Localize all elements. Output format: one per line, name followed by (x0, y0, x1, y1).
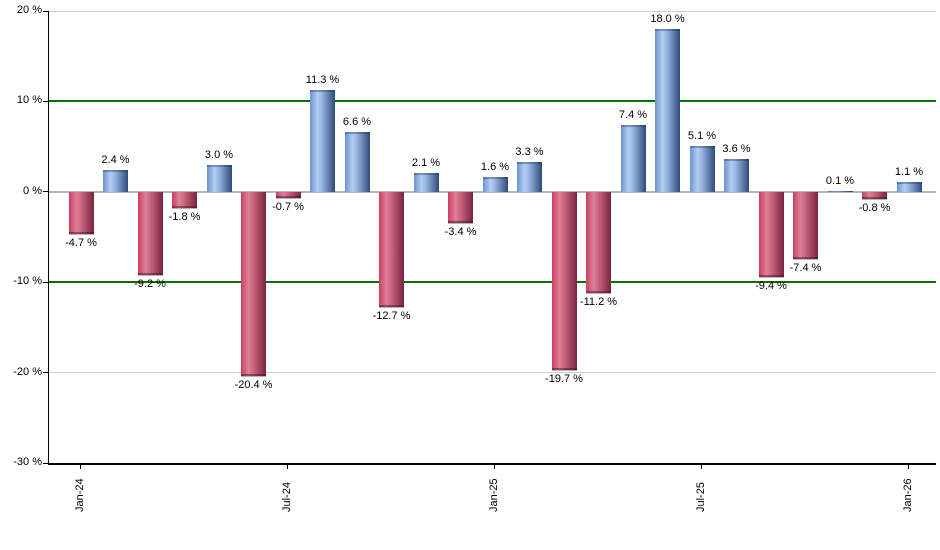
bar-value-label: 2.1 % (411, 156, 441, 169)
gridline--20pct (49, 372, 936, 374)
y-tick-label: -30 % (13, 456, 42, 468)
y-tick-label: -10 % (13, 275, 42, 288)
bar-value-label: 3.0 % (204, 148, 234, 161)
x-tick-mark (701, 464, 702, 469)
bar-value-label: -4.7 % (65, 237, 97, 250)
bar-value-label: -1.8 % (168, 211, 201, 224)
x-tick-label: Jul-25 (695, 482, 707, 512)
bar-value-label: 2.4 % (101, 154, 130, 167)
bar-value-label: 1.1 % (894, 165, 924, 178)
threshold-line--10pct (49, 281, 936, 284)
x-tick-label: Jan-25 (488, 478, 500, 512)
bar-Feb-24 (103, 170, 128, 192)
threshold-line-10pct (49, 100, 936, 103)
bar-Jan-24 (68, 191, 94, 235)
bar-Feb-25 (517, 161, 542, 192)
gridline-20pct (49, 10, 936, 12)
x-tick-label: Jan-26 (902, 478, 914, 512)
bar-Mar-24 (137, 191, 163, 275)
x-tick-mark (80, 464, 81, 469)
y-tick-mark (43, 10, 48, 12)
bar-value-label: -9.4 % (755, 279, 787, 292)
bar-value-label: 6.6 % (342, 116, 372, 129)
bar-value-label: -12.7 % (372, 309, 411, 322)
bar-value-label: 3.6 % (722, 143, 751, 156)
bar-value-label: 18.0 % (650, 13, 685, 26)
bar-value-label: 7.4 % (618, 108, 648, 121)
bar-Jul-24 (275, 191, 301, 199)
bar-value-label: -0.8 % (858, 202, 891, 215)
bar-value-label: -20.4 % (234, 379, 273, 392)
bar-value-label: -3.4 % (444, 225, 477, 238)
bar-value-label: -11.2 % (579, 296, 618, 309)
bar-Nov-24 (413, 172, 439, 192)
bar-Oct-25 (793, 191, 818, 259)
bar-Jan-26 (896, 181, 922, 192)
bar-Sep-25 (758, 191, 784, 277)
x-tick-mark (908, 464, 909, 469)
bar-Sep-24 (344, 132, 370, 192)
bar-value-label: -7.4 % (789, 261, 822, 274)
bar-Dec-25 (862, 191, 887, 200)
y-tick-mark (43, 372, 48, 374)
bar-May-25 (620, 124, 646, 192)
x-tick-label: Jul-24 (281, 482, 293, 512)
bar-value-label: 5.1 % (687, 129, 717, 142)
bar-Jul-25 (689, 145, 715, 192)
bar-Mar-25 (551, 191, 577, 370)
bar-Dec-24 (448, 191, 473, 223)
bar-value-label: 1.6 % (480, 161, 510, 174)
bar-Apr-24 (172, 191, 197, 209)
bar-Aug-25 (724, 159, 749, 192)
bar-Jun-24 (241, 191, 266, 377)
bar-value-label: 3.3 % (515, 145, 544, 158)
y-tick-label: 0 % (23, 184, 42, 197)
y-tick-label: -20 % (13, 365, 42, 378)
y-tick-label: 10 % (16, 94, 42, 107)
bar-Jun-25 (655, 29, 680, 192)
bar-Apr-25 (586, 191, 611, 294)
bar-Nov-25 (827, 190, 853, 192)
bar-value-label: -19.7 % (545, 372, 583, 385)
bar-Jan-25 (482, 177, 508, 192)
x-tick-mark (287, 464, 288, 469)
bar-Oct-24 (379, 191, 404, 307)
x-tick-mark (494, 464, 495, 469)
bar-value-label: 0.1 % (825, 174, 855, 187)
bar-value-label: 11.3 % (305, 73, 340, 86)
zero-line (49, 190, 936, 193)
bar-Aug-24 (310, 89, 335, 192)
y-tick-mark (43, 191, 48, 193)
bar-value-label: -9.2 % (134, 277, 166, 290)
y-tick-mark (43, 462, 48, 464)
bar-May-24 (206, 164, 232, 192)
y-tick-mark (43, 281, 48, 283)
bar-value-label: -0.7 % (272, 201, 304, 214)
plot-area: -4.7 % 2.4 % -9.2 % -1.8 % 3.0 % -20.4 % -0.7 … (48, 10, 936, 465)
y-tick-mark (43, 100, 48, 102)
x-tick-label: Jan-24 (74, 478, 86, 512)
y-tick-label: 20 % (16, 4, 42, 16)
